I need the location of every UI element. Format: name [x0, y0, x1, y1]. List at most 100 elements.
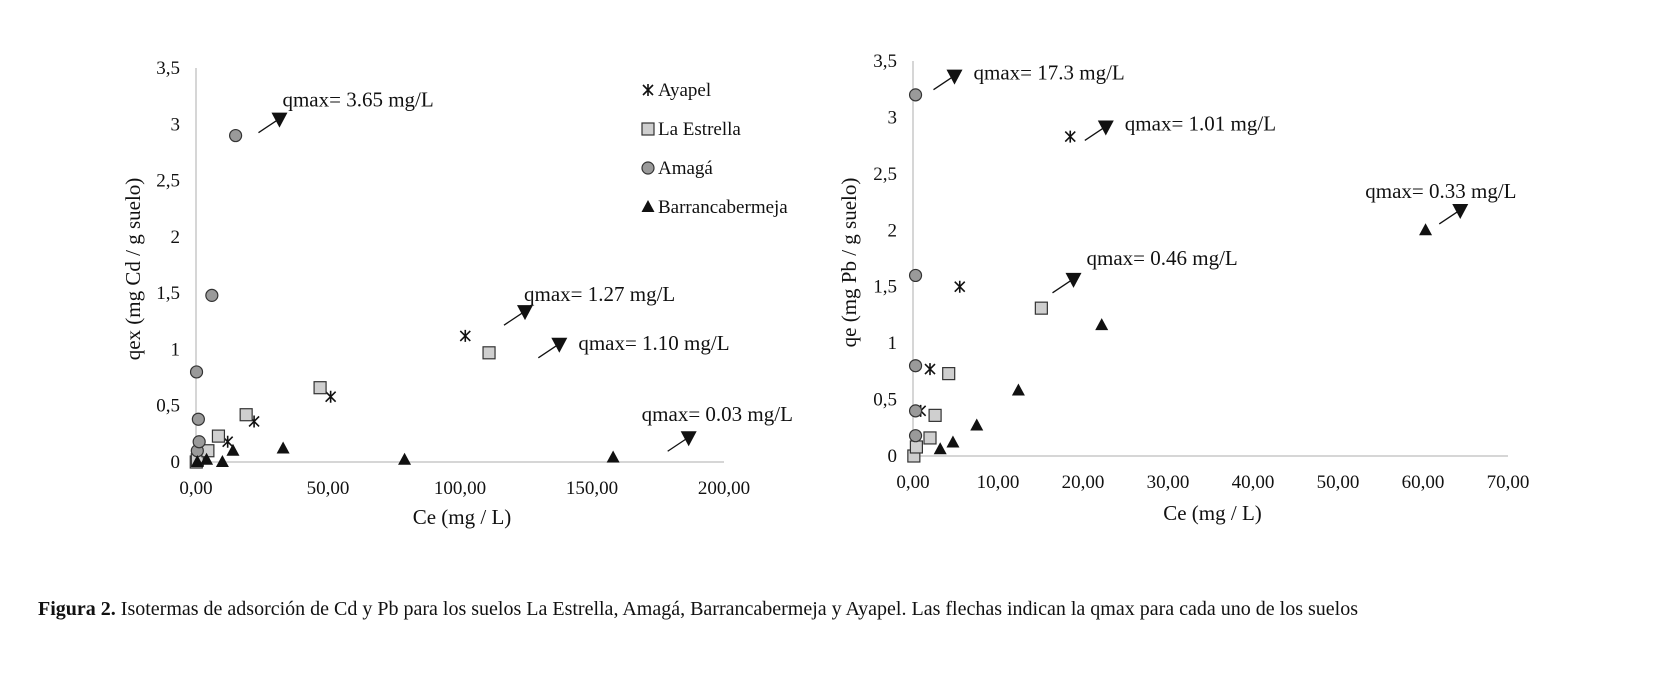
x-tick-label: 50,00 [307, 478, 350, 499]
arrow-shaft [1084, 127, 1104, 141]
qmax-label: qmax= 3.65 mg/L [282, 88, 433, 112]
y-tick-label: 1,5 [873, 277, 897, 298]
arrow-head [1452, 203, 1469, 219]
arrow-shaft [1438, 211, 1458, 225]
chart-cd-adsorption: 0 0,5 1 1,5 2 2,5 3 3,5 0,00 50,00 100,00 150,00 200… [121, 58, 793, 529]
data-point [606, 450, 620, 463]
data-point [924, 363, 936, 376]
series-ayapel [915, 130, 1076, 417]
data-point [908, 268, 923, 283]
arrow-shaft [1052, 280, 1071, 294]
qmax-annotation: qmax= 1.27 mg/L [503, 282, 675, 326]
data-point [1095, 318, 1109, 331]
legend-label-la-estrella: La Estrella [658, 119, 741, 140]
arrow-head [517, 305, 533, 321]
y-tick-label: 0 [171, 452, 181, 473]
qmax-label: qmax= 0.03 mg/L [642, 402, 793, 426]
data-point [933, 442, 947, 455]
y-tick-label: 2 [171, 227, 181, 248]
chart-pb-adsorption: 0 0,5 1 1,5 2 2,5 3 3,5 0,00 10,00 20,00 30,00 40,00… [837, 51, 1529, 525]
data-point [459, 329, 471, 342]
data-point [325, 390, 337, 403]
x-tick-label: 100,00 [434, 478, 486, 499]
arrow-head [551, 337, 568, 353]
data-point [211, 429, 226, 443]
qmax-annotation: qmax= 1.01 mg/L [1084, 111, 1276, 141]
y-axis-title: qe (mg Pb / g suelo) [837, 178, 861, 348]
data-point [398, 452, 412, 465]
arrow-head [271, 112, 288, 128]
data-point [946, 435, 960, 448]
data-point [313, 381, 327, 395]
data-point [1034, 301, 1048, 315]
y-tick-label: 3 [888, 107, 898, 128]
x-tick-label: 10,00 [977, 472, 1020, 493]
arrow-shaft [258, 120, 277, 134]
series-amaga [908, 88, 923, 443]
qmax-label: qmax= 1.01 mg/L [1125, 111, 1276, 135]
qmax-label: qmax= 0.46 mg/L [1087, 246, 1238, 270]
y-tick-label: 0 [888, 446, 898, 467]
legend-label-ayapel: Ayapel [658, 80, 711, 101]
qmax-label: qmax= 1.27 mg/L [524, 282, 675, 306]
data-point [239, 408, 253, 422]
y-tick-label: 1 [888, 333, 898, 354]
qmax-label: qmax= 1.10 mg/L [578, 331, 729, 355]
y-tick-label: 0,5 [873, 390, 897, 411]
arrow-shaft [503, 312, 523, 326]
arrow-head [946, 69, 963, 85]
data-point [205, 288, 219, 302]
data-point [200, 452, 214, 465]
y-tick-label: 1 [171, 339, 181, 360]
x-tick-label: 60,00 [1402, 472, 1445, 493]
series-barrancabermeja [190, 441, 620, 467]
x-tick-label: 200,00 [698, 478, 750, 499]
arrow-shaft [667, 438, 687, 452]
qmax-annotation: qmax= 3.65 mg/L [258, 88, 434, 134]
data-point [909, 440, 924, 454]
data-point [908, 429, 923, 443]
data-point [908, 359, 923, 373]
data-point [942, 367, 956, 381]
qmax-annotation: qmax= 0.03 mg/L [642, 402, 793, 452]
data-point [954, 280, 966, 293]
x-tick-label: 40,00 [1232, 472, 1275, 493]
arrow-head [680, 431, 697, 447]
qmax-annotation: qmax= 1.10 mg/L [537, 331, 730, 359]
figure-caption: Figura 2. Isotermas de adsorción de Cd y… [38, 598, 1358, 621]
y-tick-label: 3,5 [156, 58, 180, 79]
y-tick-label: 1,5 [156, 283, 180, 304]
data-point [226, 443, 240, 456]
x-tick-label: 70,00 [1487, 472, 1530, 493]
data-point [970, 418, 984, 431]
y-tick-label: 3 [171, 114, 181, 135]
data-point [215, 455, 229, 467]
arrow-shaft [933, 77, 952, 91]
legend-label-amaga: Amagá [658, 158, 713, 179]
arrow-shaft [537, 345, 557, 359]
y-tick-label: 2,5 [873, 164, 897, 185]
arrow-head [1065, 272, 1082, 288]
x-tick-label: 0,00 [896, 472, 929, 493]
y-tick-label: 3,5 [873, 51, 897, 72]
data-point [276, 441, 290, 454]
y-axis-title: qex (mg Cd / g suelo) [121, 178, 145, 361]
arrow-head [1097, 120, 1114, 136]
x-tick-label: 0,00 [179, 478, 212, 499]
caption-text: Isotermas de adsorción de Cd y Pb para l… [115, 598, 1358, 620]
series-la-estrella [907, 301, 1048, 463]
series-barrancabermeja [933, 223, 1433, 455]
data-point [908, 404, 923, 418]
data-point [482, 346, 496, 360]
data-point [229, 128, 243, 143]
legend-label-barrancabermeja: Barrancabermeja [658, 197, 788, 218]
y-tick-label: 2,5 [156, 171, 180, 192]
x-tick-label: 50,00 [1317, 472, 1360, 493]
data-point [908, 88, 923, 102]
data-point [928, 408, 942, 422]
y-tick-label: 0,5 [156, 396, 180, 417]
data-point [1419, 223, 1433, 236]
data-point [1064, 130, 1076, 143]
data-point [191, 412, 205, 426]
